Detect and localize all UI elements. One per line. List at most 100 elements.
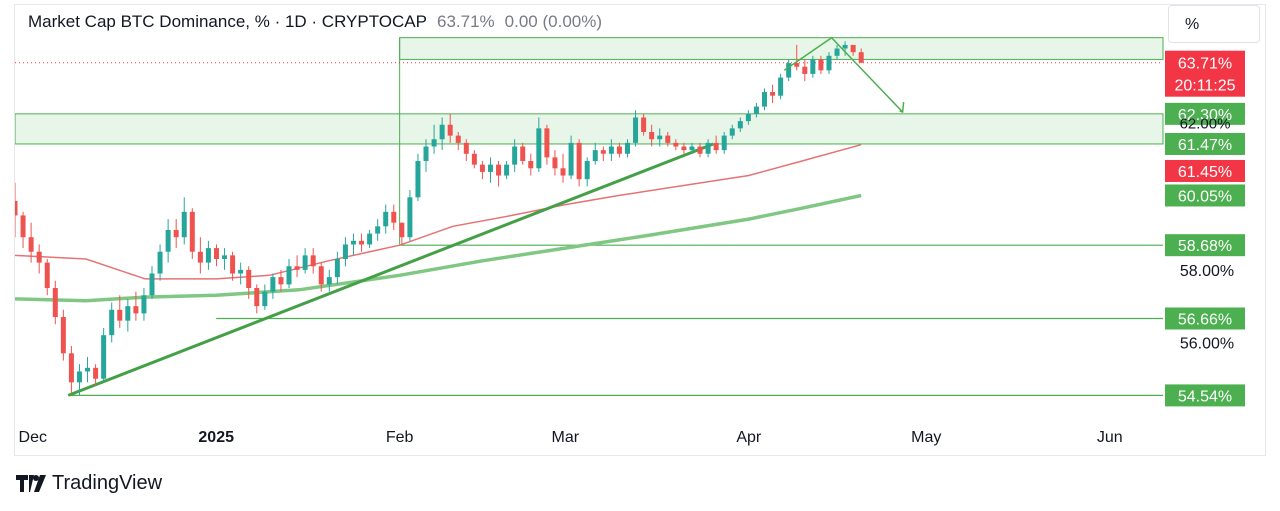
moving-average-fast: [15, 143, 862, 280]
x-tick-label: Mar: [552, 429, 580, 446]
last-price-label: 63.71%: [1178, 56, 1232, 73]
x-tick-label: May: [911, 429, 941, 446]
projection-arrowhead: [899, 101, 905, 114]
candle-body: [439, 124, 445, 140]
candle-body: [584, 161, 590, 180]
candle-body: [93, 367, 99, 379]
candle-body: [681, 146, 687, 151]
candle-body: [633, 117, 639, 143]
y-axis-label: 56.00%: [1180, 335, 1234, 352]
candle-body: [471, 153, 477, 165]
symbol-title: Market Cap BTC Dominance, % · 1D · CRYPT…: [28, 12, 427, 31]
candle-body: [786, 63, 792, 78]
candle-body: [673, 142, 679, 147]
candle-body: [375, 226, 381, 234]
y-axis-label: 58.00%: [1180, 263, 1234, 280]
candle-body: [544, 128, 550, 158]
price-tag-box: [1165, 384, 1245, 407]
candle-body: [778, 77, 784, 96]
candle-body: [423, 146, 429, 162]
candle-body: [407, 197, 413, 238]
tradingview-logo-icon: [16, 475, 46, 492]
candle-body: [487, 164, 493, 172]
price-chart[interactable]: Dec 2025 Feb Mar Apr May Jun 58.00% 56.00% 62.30%…: [15, 5, 1265, 455]
candle-body: [60, 317, 66, 354]
candle-body: [745, 113, 751, 122]
candle-body: [302, 255, 308, 270]
price-tag-label: 54.54%: [1178, 388, 1232, 405]
price-tag-label: 60.05%: [1178, 188, 1232, 205]
candle-body: [697, 146, 703, 154]
tradingview-logo[interactable]: TradingView: [16, 472, 162, 495]
last-value: 63.71%: [437, 12, 495, 31]
candles: [15, 41, 864, 396]
price-tag: 62.30%: [1165, 102, 1245, 125]
candle-body: [76, 371, 82, 383]
price-tag: 58.68%: [1165, 234, 1245, 257]
candle-body: [165, 229, 171, 252]
candle-body: [359, 240, 365, 245]
candle-body: [149, 273, 155, 296]
projection-arrow: [783, 36, 904, 113]
candle-body: [36, 251, 42, 263]
countdown-label: 20:11:25: [1174, 78, 1235, 95]
candle-body: [141, 295, 147, 314]
candle-body: [133, 306, 139, 314]
last-price-box: [1165, 50, 1245, 97]
candle-body: [117, 309, 123, 321]
candle-body: [222, 255, 228, 259]
zone-0: [399, 37, 1164, 60]
candle-body: [173, 229, 179, 238]
price-tag-box: [1165, 234, 1245, 257]
price-tag: 56.66%: [1165, 307, 1245, 330]
candle-body: [463, 142, 469, 154]
price-tag-box: [1165, 184, 1245, 207]
change-value: 0.00 (0.00%): [504, 12, 603, 31]
x-tick-label: Jun: [1097, 429, 1123, 446]
candle-body: [528, 161, 534, 169]
candle-body: [479, 164, 485, 172]
candle-body: [729, 128, 735, 136]
candle-body: [713, 142, 719, 151]
candle-body: [213, 248, 219, 259]
candle-body: [802, 66, 808, 74]
candle-body: [657, 135, 663, 140]
candle-body: [197, 251, 203, 263]
percent-scale-button[interactable]: %: [1168, 5, 1260, 43]
candle-body: [560, 168, 566, 176]
candle-body: [850, 44, 856, 53]
candle-body: [342, 244, 348, 259]
candle-body: [624, 142, 630, 154]
candle-body: [568, 142, 574, 176]
candle-body: [737, 121, 743, 129]
candle-body: [536, 128, 542, 169]
candle-body: [641, 117, 647, 132]
symbol-header: Market Cap BTC Dominance, % · 1D · CRYPT…: [28, 12, 602, 32]
candle-body: [310, 255, 316, 267]
price-tag-box: [1165, 159, 1245, 182]
candle-body: [552, 157, 558, 169]
candle-body: [262, 291, 268, 307]
candle-body: [109, 309, 115, 336]
candle-body: [858, 52, 864, 63]
candle-body: [689, 146, 695, 151]
price-tag-label: 58.68%: [1178, 238, 1232, 255]
candle-body: [383, 211, 389, 227]
x-tick-label: Apr: [736, 429, 762, 446]
candle-body: [246, 269, 252, 289]
candle-body: [761, 92, 767, 107]
candle-body: [20, 215, 26, 238]
candle-body: [576, 142, 582, 180]
price-tag-box: [1165, 132, 1245, 155]
y-axis-label-hidden: 62.00%: [1180, 116, 1231, 133]
trendline-0: [67, 142, 714, 397]
price-tag-label: 61.47%: [1178, 137, 1232, 154]
candle-body: [520, 146, 526, 162]
candle-body: [286, 266, 292, 285]
price-tag: 60.05%: [1165, 184, 1245, 207]
chart-frame[interactable]: Dec 2025 Feb Mar Apr May Jun 58.00% 56.00% 62.30%…: [14, 4, 1266, 456]
candle-body: [205, 248, 211, 263]
candle-body: [350, 240, 356, 245]
candle-body: [753, 106, 759, 114]
candle-body: [705, 142, 711, 154]
